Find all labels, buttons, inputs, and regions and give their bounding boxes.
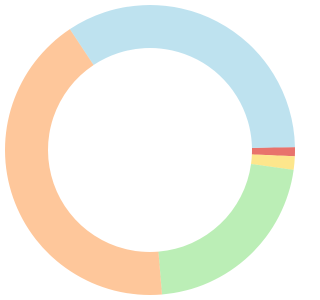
donut-slice [251, 147, 295, 157]
page: (() => { const data = JSON.parse(documen… [4, 4, 295, 296]
donut-slice [158, 163, 294, 295]
chart [4, 4, 295, 296]
donut-slice [251, 154, 295, 170]
donut-slice [69, 4, 295, 148]
donut-slice [4, 29, 162, 296]
